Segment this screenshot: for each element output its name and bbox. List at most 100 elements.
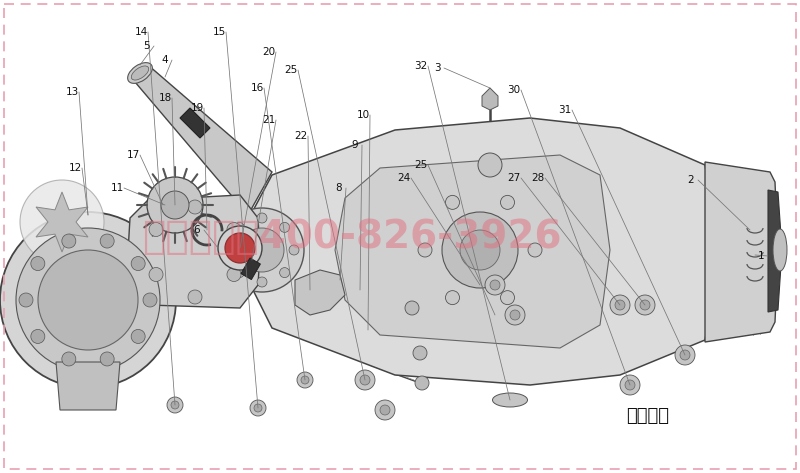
Circle shape (167, 397, 183, 413)
Circle shape (301, 376, 309, 384)
Circle shape (220, 208, 304, 292)
Circle shape (227, 268, 241, 281)
Text: 15: 15 (212, 27, 226, 37)
Circle shape (225, 233, 255, 263)
Circle shape (62, 234, 76, 248)
Text: 后桥配件: 后桥配件 (626, 407, 670, 425)
Circle shape (20, 180, 104, 264)
Circle shape (418, 243, 432, 257)
Polygon shape (36, 192, 88, 252)
Text: 2: 2 (688, 175, 694, 185)
Circle shape (280, 268, 290, 278)
Circle shape (161, 191, 189, 219)
Circle shape (510, 310, 520, 320)
Circle shape (100, 234, 114, 248)
Circle shape (675, 345, 695, 365)
Circle shape (234, 268, 244, 278)
Circle shape (360, 375, 370, 385)
Bar (241, 258, 260, 280)
Circle shape (100, 352, 114, 366)
Text: 22: 22 (294, 131, 308, 141)
Polygon shape (128, 195, 260, 308)
Text: 32: 32 (414, 61, 428, 71)
Circle shape (188, 200, 202, 214)
Ellipse shape (131, 66, 149, 80)
Text: 24: 24 (398, 173, 410, 183)
Circle shape (62, 352, 76, 366)
Polygon shape (335, 155, 610, 348)
Text: 1: 1 (758, 251, 764, 261)
Polygon shape (135, 65, 272, 215)
Ellipse shape (493, 393, 527, 407)
Text: 21: 21 (262, 115, 276, 125)
Text: 20: 20 (262, 47, 275, 57)
Circle shape (615, 300, 625, 310)
Circle shape (280, 222, 290, 232)
Text: 13: 13 (66, 87, 78, 97)
Circle shape (38, 250, 138, 350)
Circle shape (442, 212, 518, 288)
Circle shape (380, 405, 390, 415)
Circle shape (375, 400, 395, 420)
Text: 25: 25 (284, 65, 298, 75)
Circle shape (505, 305, 525, 325)
Text: 19: 19 (190, 103, 204, 113)
Circle shape (355, 370, 375, 390)
Circle shape (227, 222, 241, 236)
Circle shape (446, 195, 459, 210)
Text: 28: 28 (531, 173, 545, 183)
Circle shape (413, 346, 427, 360)
Text: 服务热线：400-826-3926: 服务热线：400-826-3926 (142, 218, 562, 255)
Polygon shape (180, 108, 210, 138)
Circle shape (131, 256, 145, 271)
Circle shape (31, 256, 45, 271)
Ellipse shape (128, 62, 152, 83)
Circle shape (149, 222, 163, 236)
Text: 25: 25 (414, 160, 428, 170)
Circle shape (218, 226, 262, 270)
Circle shape (257, 213, 267, 223)
Text: 27: 27 (507, 173, 521, 183)
Circle shape (31, 329, 45, 343)
Text: 31: 31 (558, 105, 572, 115)
Circle shape (405, 301, 419, 315)
Circle shape (240, 228, 284, 272)
Circle shape (289, 245, 299, 255)
Circle shape (131, 329, 145, 343)
Circle shape (171, 401, 179, 409)
Text: 4: 4 (162, 55, 168, 65)
Text: 10: 10 (357, 110, 370, 120)
Circle shape (460, 230, 500, 270)
Text: 11: 11 (110, 183, 124, 193)
Circle shape (680, 350, 690, 360)
Circle shape (149, 268, 163, 281)
Circle shape (501, 195, 514, 210)
Circle shape (143, 293, 157, 307)
Circle shape (250, 400, 266, 416)
Circle shape (297, 372, 313, 388)
Circle shape (415, 376, 429, 390)
Circle shape (620, 375, 640, 395)
Circle shape (225, 245, 235, 255)
Circle shape (640, 300, 650, 310)
Text: 5: 5 (144, 41, 150, 51)
Ellipse shape (773, 229, 787, 271)
Polygon shape (482, 88, 498, 110)
Circle shape (19, 293, 33, 307)
Polygon shape (705, 162, 778, 342)
Text: 3: 3 (434, 63, 440, 73)
Text: 6: 6 (194, 225, 200, 235)
Circle shape (490, 280, 500, 290)
Text: 16: 16 (250, 83, 264, 93)
Circle shape (147, 177, 203, 233)
Circle shape (501, 290, 514, 305)
Text: 30: 30 (507, 85, 521, 95)
Text: 17: 17 (126, 150, 140, 160)
Polygon shape (242, 118, 720, 385)
Circle shape (478, 153, 502, 177)
Polygon shape (295, 270, 345, 315)
Circle shape (610, 295, 630, 315)
Circle shape (485, 275, 505, 295)
Text: 12: 12 (68, 163, 82, 173)
Text: 9: 9 (352, 140, 358, 150)
